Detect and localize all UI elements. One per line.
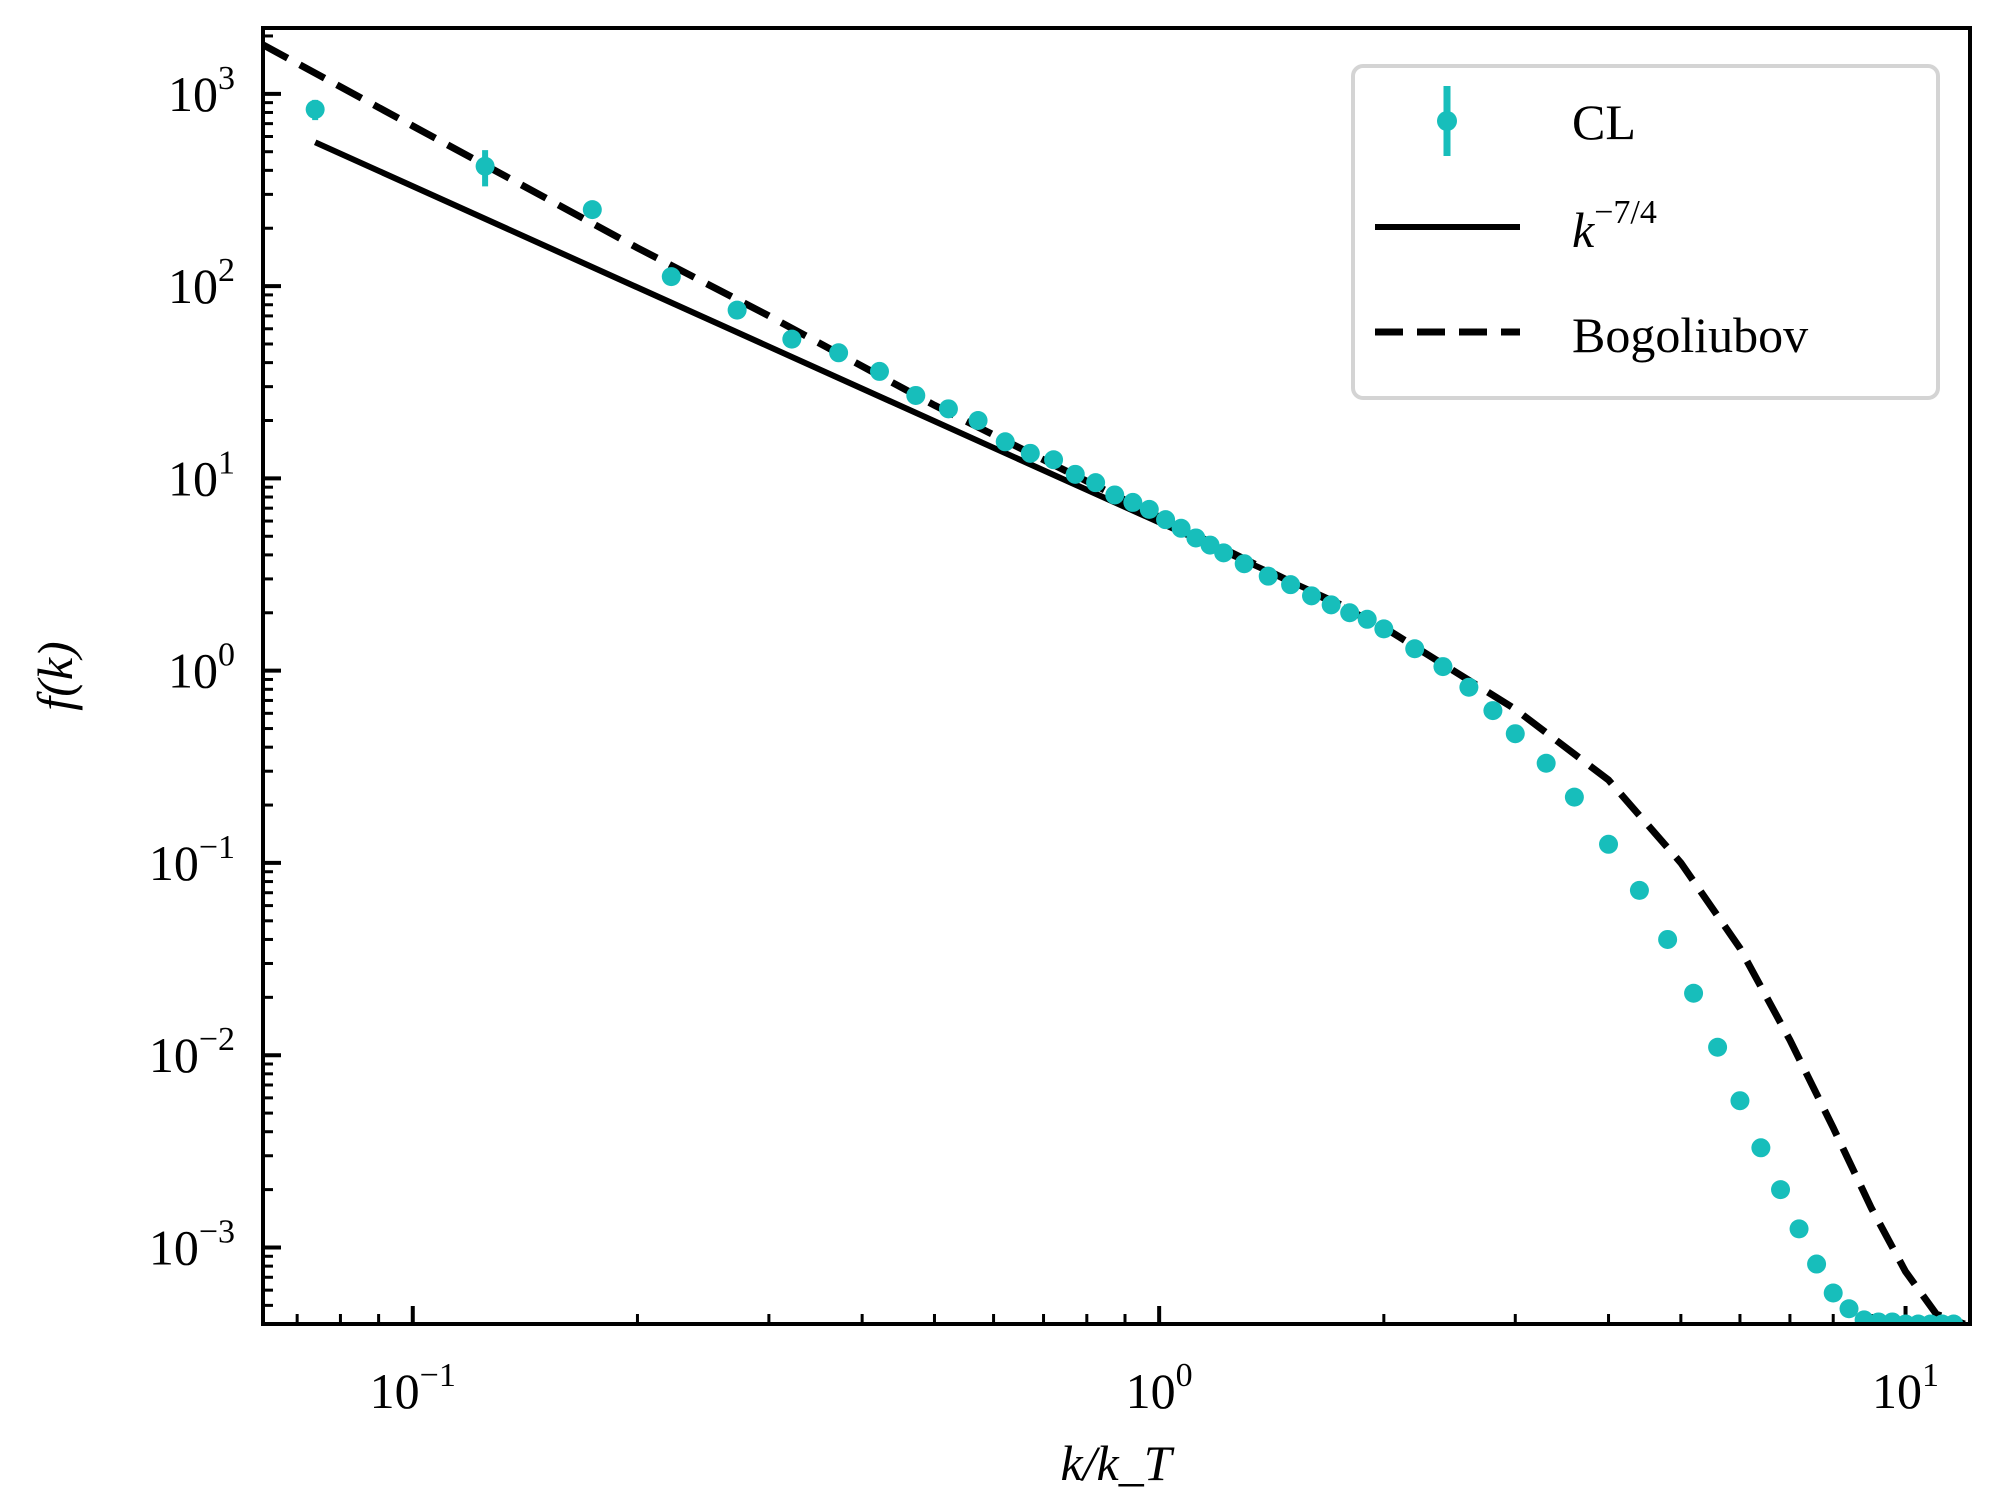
legend-label-bogoliubov: Bogoliubov (1572, 307, 1808, 363)
cl-point (1459, 677, 1479, 697)
cl-point (1065, 464, 1085, 484)
legend-label-k-7-4: k−7/4 (1572, 194, 1657, 258)
cl-point (1629, 880, 1649, 900)
cl-point (968, 411, 988, 431)
cl-point (1186, 528, 1206, 548)
cl-point (1340, 603, 1360, 623)
legend-cl-marker (1437, 111, 1457, 131)
cl-point (782, 329, 802, 349)
cl-point (582, 200, 602, 220)
cl-point (1374, 619, 1394, 639)
cl-point (1433, 657, 1453, 677)
cl-point (869, 361, 889, 381)
cl-point (1505, 724, 1525, 744)
cl-point (1658, 929, 1678, 949)
cl-point (906, 385, 926, 405)
cl-point (938, 399, 958, 419)
legend-frame (1351, 64, 1940, 400)
cl-point (1823, 1283, 1843, 1303)
cl-point (1086, 473, 1106, 493)
cl-point (1708, 1037, 1728, 1057)
cl-point (1020, 443, 1040, 463)
cl-point (1171, 518, 1191, 538)
y-tick-label: 10−3 (149, 1213, 235, 1275)
x-tick-label: 101 (1872, 1357, 1939, 1419)
cl-point (829, 343, 849, 363)
cl-point (1156, 510, 1176, 530)
cl-point (1302, 586, 1322, 606)
cl-point (1139, 499, 1159, 519)
cl-point (727, 300, 747, 320)
cl-point (1854, 1310, 1874, 1324)
y-tick-label: 100 (168, 637, 235, 699)
x-tick-label: 10−1 (370, 1357, 456, 1419)
cl-point (1123, 492, 1143, 512)
cl-point (661, 267, 681, 287)
cl-point (1789, 1219, 1809, 1239)
y-tick-label: 10−2 (149, 1021, 235, 1083)
series-cl (305, 99, 1964, 1324)
cl-point (305, 99, 325, 119)
cl-point (1807, 1254, 1827, 1274)
cl-point (1105, 485, 1125, 505)
x-axis-label: k/k_T (1060, 1435, 1174, 1491)
cl-point (1258, 566, 1278, 586)
y-axis-label: f(k) (27, 641, 83, 710)
cl-point (1751, 1138, 1771, 1158)
cl-point (1214, 543, 1234, 563)
y-tick-label: 103 (168, 60, 235, 122)
y-tick-label: 10−1 (149, 829, 235, 891)
y-tick-label: 102 (168, 252, 235, 314)
cl-point (1771, 1180, 1791, 1200)
cl-point (1405, 639, 1425, 659)
cl-point (1281, 575, 1301, 595)
cl-point (1044, 450, 1064, 470)
cl-point (1564, 787, 1584, 807)
cl-point (1234, 554, 1254, 574)
plot-area (263, 41, 1966, 1324)
legend: CL k−7/4 Bogoliubov (1351, 64, 1940, 400)
cl-point (1684, 983, 1704, 1003)
cl-point (1483, 701, 1503, 721)
x-tick-labels: 10−1 100 101 (370, 1357, 1939, 1419)
cl-point (1357, 609, 1377, 629)
cl-point (1839, 1299, 1859, 1319)
series-line-bogoliubov (263, 41, 1966, 1324)
cl-point (1599, 834, 1619, 854)
cl-point (1944, 1314, 1964, 1324)
cl-point (995, 432, 1015, 452)
x-tick-label: 100 (1126, 1357, 1193, 1419)
y-tick-labels: 10−3 10−2 10−1 100 101 102 103 (149, 60, 235, 1276)
cl-point (1321, 595, 1341, 615)
cl-point (1536, 753, 1556, 773)
cl-point (1730, 1091, 1750, 1111)
cl-point (475, 156, 495, 176)
plot-frame (261, 26, 1972, 1326)
y-tick-label: 101 (168, 444, 235, 506)
legend-label-cl: CL (1572, 94, 1636, 150)
